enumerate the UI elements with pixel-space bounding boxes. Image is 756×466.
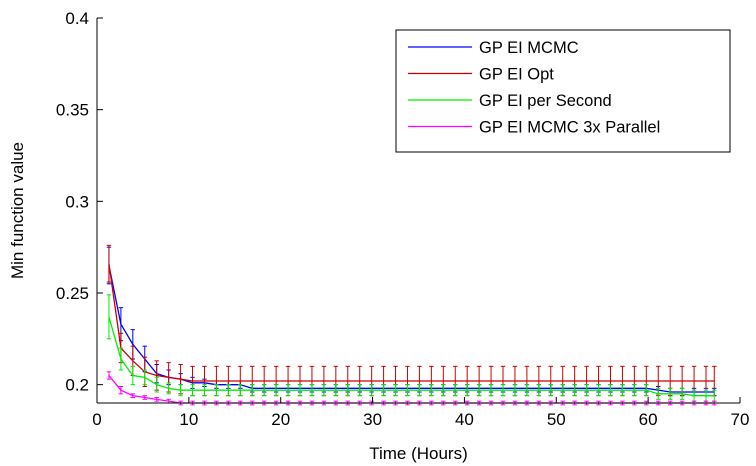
series-line — [108, 263, 715, 382]
legend-label: GP EI per Second — [479, 92, 612, 110]
series-gp-ei-opt — [106, 244, 717, 397]
series-gp-ei-mcmc — [106, 246, 717, 397]
legend-item: GP EI MCMC 3x Parallel — [408, 119, 660, 137]
series-line — [108, 375, 715, 404]
series-gp-ei-per-second — [106, 294, 717, 402]
legend-item: GP EI per Second — [408, 92, 612, 110]
x-tick-label: 10 — [179, 410, 198, 429]
y-tick-label: 0.4 — [65, 9, 89, 28]
legend-label: GP EI MCMC — [479, 39, 579, 57]
y-tick-label: 0.2 — [65, 376, 89, 395]
error-bar — [106, 244, 112, 283]
series-line — [108, 265, 715, 393]
x-tick-label: 20 — [271, 410, 290, 429]
x-tick-label: 60 — [639, 410, 658, 429]
x-tick-label: 40 — [455, 410, 474, 429]
legend: GP EI MCMC GP EI Opt GP EI per Second GP EI… — [395, 29, 731, 153]
legend-item: GP EI MCMC — [408, 39, 579, 57]
x-axis-label: Time (Hours) — [369, 444, 468, 463]
series-layer — [106, 244, 717, 406]
y-tick-label: 0.25 — [56, 284, 89, 303]
x-tick-label: 0 — [92, 410, 101, 429]
y-tick-label: 0.35 — [56, 101, 89, 120]
axes-layer — [96, 18, 740, 404]
legend-label: GP EI MCMC 3x Parallel — [479, 119, 660, 137]
x-tick-label: 50 — [547, 410, 566, 429]
y-axis-label: Min function value — [8, 142, 27, 279]
legend-item: GP EI Opt — [408, 66, 554, 84]
legend-label: GP EI Opt — [479, 66, 554, 84]
x-tick-label: 70 — [731, 410, 750, 429]
legend-box — [395, 29, 731, 153]
series-line — [108, 316, 715, 397]
ticks-layer: 0 10 20 30 40 50 60 70 0.2 0.25 0.3 0.35 0.4 — [56, 9, 750, 429]
y-tick-label: 0.3 — [65, 192, 89, 211]
x-tick-label: 30 — [363, 410, 382, 429]
